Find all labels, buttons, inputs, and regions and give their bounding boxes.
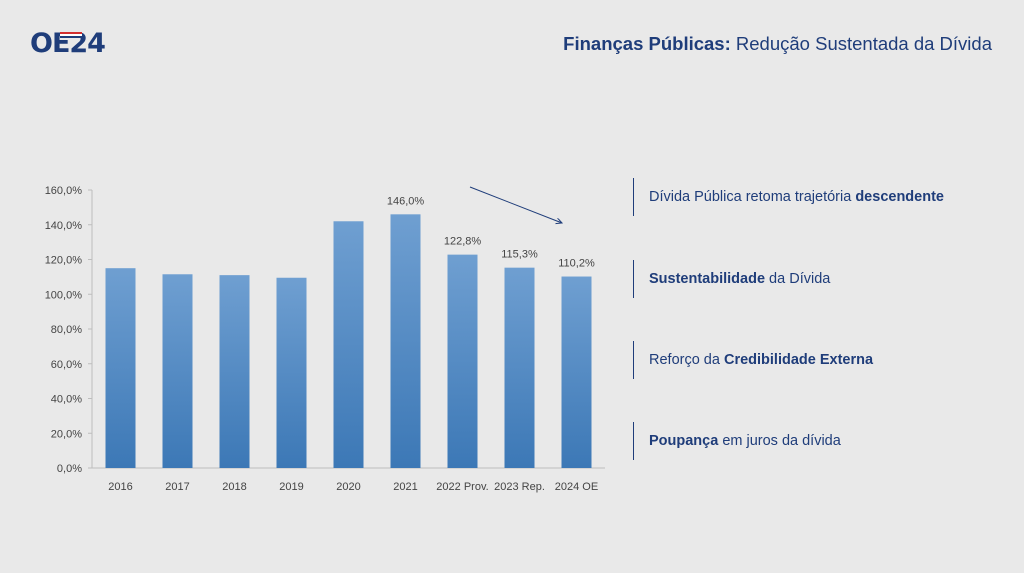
- bar: [162, 274, 193, 468]
- key-point-pre: Reforço da: [649, 352, 724, 368]
- key-point-post: da Dívida: [765, 271, 831, 287]
- key-point-bold: Sustentabilidade: [649, 271, 766, 287]
- key-point-sustainability: Sustentabilidade da Dívida: [633, 260, 830, 298]
- y-tick-label: 0,0%: [57, 463, 82, 475]
- x-tick-label: 2024 OE: [555, 481, 598, 493]
- data-label: 115,3%: [501, 249, 538, 261]
- page-title-bold: Finanças Públicas:: [563, 33, 731, 54]
- key-point-post: em juros da dívida: [718, 433, 841, 449]
- x-tick-label: 2020: [336, 481, 360, 493]
- bar: [504, 267, 535, 468]
- y-tick-label: 140,0%: [45, 220, 83, 232]
- debt-bar-chart: 0,0% 20,0% 40,0% 60,0% 80,0% 100,0% 120,0% 140,…: [45, 185, 605, 493]
- x-tick-label: 2022 Prov.: [436, 481, 488, 493]
- bar: [276, 277, 307, 468]
- y-tick-label: 100,0%: [45, 289, 83, 301]
- bar: [333, 221, 364, 468]
- trend-arrow-icon: [469, 186, 562, 223]
- bar: [561, 276, 592, 468]
- x-tick-label: 2019: [279, 481, 303, 493]
- key-point-descending: Dívida Pública retoma trajetória descend…: [633, 178, 944, 216]
- bar: [105, 268, 136, 468]
- data-label: 110,2%: [558, 258, 595, 270]
- bar: [390, 214, 421, 468]
- key-point-text: Sustentabilidade da Dívida: [649, 271, 830, 287]
- page-title: Finanças Públicas: Redução Sustentada da…: [563, 33, 992, 55]
- x-tick-label: 2023 Rep.: [494, 481, 545, 493]
- key-point-savings: Poupança em juros da dívida: [633, 422, 841, 460]
- y-tick-label: 80,0%: [51, 324, 82, 336]
- data-label: 122,8%: [444, 236, 482, 248]
- key-point-bold: descendente: [855, 189, 944, 205]
- x-tick-label: 2021: [393, 481, 417, 493]
- data-label: 146,0%: [387, 195, 425, 207]
- page-title-rest: Redução Sustentada da Dívida: [735, 33, 992, 54]
- y-tick-label: 120,0%: [45, 255, 83, 267]
- oe24-logo: OE24: [30, 28, 140, 60]
- bar: [447, 254, 478, 468]
- key-point-pre: Dívida Pública retoma trajetória: [649, 189, 856, 205]
- key-point-text: Poupança em juros da dívida: [649, 433, 841, 449]
- bar: [219, 275, 250, 468]
- y-tick-label: 160,0%: [45, 185, 83, 197]
- y-tick-label: 60,0%: [51, 359, 82, 371]
- key-point-text: Dívida Pública retoma trajetória descend…: [649, 189, 944, 205]
- x-tick-label: 2018: [222, 481, 246, 493]
- x-tick-label: 2016: [108, 481, 132, 493]
- y-tick-label: 20,0%: [51, 428, 82, 440]
- key-point-bold: Poupança: [649, 433, 719, 449]
- key-point-credibility: Reforço da Credibilidade Externa: [633, 341, 873, 379]
- flag-stripe-icon: [60, 32, 82, 38]
- key-point-bold: Credibilidade Externa: [723, 352, 874, 368]
- y-tick-label: 40,0%: [51, 394, 82, 406]
- key-point-text: Reforço da Credibilidade Externa: [649, 352, 873, 368]
- x-tick-label: 2017: [165, 481, 189, 493]
